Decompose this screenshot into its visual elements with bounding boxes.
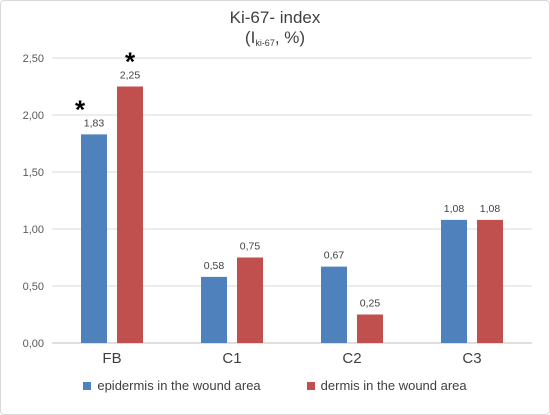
significance-star: *	[125, 47, 136, 77]
chart-title: Ki-67- index	[229, 8, 321, 27]
bar	[117, 86, 143, 343]
data-label: 0,25	[360, 298, 381, 310]
x-tick-label: C2	[342, 350, 361, 367]
bar	[201, 276, 227, 343]
legend: epidermis in the wound area dermis in th…	[0, 378, 550, 393]
legend-label-dermis: dermis in the wound area	[320, 378, 467, 393]
data-label: 1,08	[480, 203, 501, 215]
data-label: 1,08	[444, 203, 465, 215]
bar	[81, 134, 107, 343]
data-label: 0,67	[324, 250, 345, 262]
y-tick-label: 2,50	[23, 53, 44, 65]
chart-title-subscript: ki-67	[255, 38, 275, 48]
bar	[321, 266, 347, 343]
x-tick-label: C1	[222, 350, 241, 367]
bar	[441, 219, 467, 343]
legend-item-epidermis: epidermis in the wound area	[83, 378, 261, 393]
bar	[477, 219, 503, 343]
chart-title-open: (I	[244, 28, 256, 47]
y-tick-label: 0,00	[23, 338, 44, 350]
significance-star: *	[75, 94, 86, 124]
y-tick-label: 2,00	[23, 110, 44, 122]
legend-item-dermis: dermis in the wound area	[306, 378, 467, 393]
data-label: 1,83	[84, 117, 105, 129]
legend-swatch-dermis	[306, 381, 315, 390]
data-label: 0,58	[204, 260, 225, 272]
y-tick-label: 1,00	[23, 224, 44, 236]
data-label: 0,75	[240, 241, 261, 253]
x-tick-label: C3	[462, 350, 481, 367]
chart-title-unit: (Iki-67, %)	[0, 28, 550, 48]
x-tick-label: FB	[102, 350, 121, 367]
data-label: 2,25	[120, 70, 141, 82]
y-tick-label: 0,50	[23, 281, 44, 293]
chart-title-close: , %)	[274, 28, 306, 47]
y-tick-label: 1,50	[23, 167, 44, 179]
bar	[237, 257, 263, 343]
legend-label-epidermis: epidermis in the wound area	[97, 378, 261, 393]
legend-swatch-epidermis	[83, 381, 92, 390]
bar	[357, 314, 383, 343]
